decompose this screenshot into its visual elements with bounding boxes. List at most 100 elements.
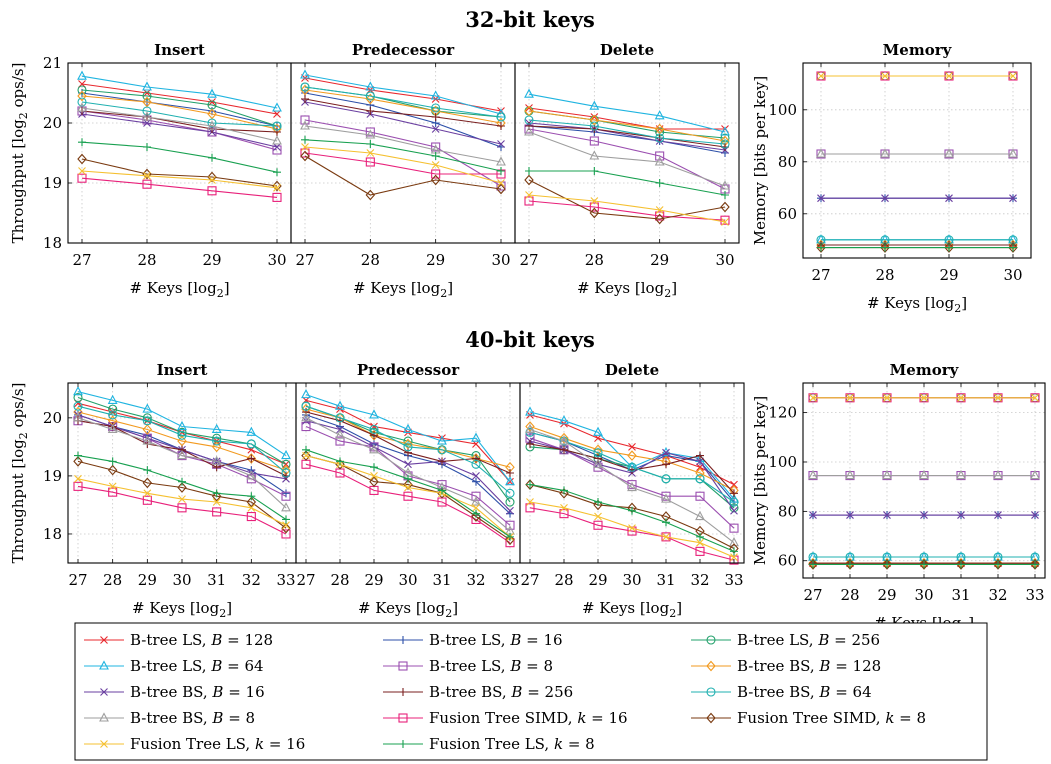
series-line — [304, 98, 502, 127]
data-point — [506, 532, 514, 541]
data-point — [300, 69, 310, 79]
data-point — [281, 468, 291, 478]
data-point — [211, 441, 222, 453]
data-point — [108, 487, 118, 497]
data-point — [730, 480, 738, 489]
data-point — [282, 515, 290, 524]
data-point — [590, 167, 599, 175]
data-point — [593, 520, 603, 530]
data-point — [300, 148, 310, 158]
x-tick-label: 29 — [588, 571, 607, 589]
data-point — [143, 466, 152, 475]
series-line — [304, 139, 502, 172]
data-point — [496, 183, 506, 195]
data-point — [437, 445, 447, 455]
panel-40-bit-keys-predecessor: 27 28 29 30 31 32 33 Predecessor # Keys [log2] — [295, 361, 521, 620]
data-point — [281, 502, 291, 512]
data-point — [721, 191, 729, 199]
data-point — [430, 90, 441, 100]
data-point — [370, 463, 378, 472]
data-point — [497, 179, 505, 187]
legend-marker — [399, 740, 407, 748]
data-point — [627, 526, 637, 536]
data-point — [846, 511, 854, 519]
data-point — [560, 486, 568, 495]
data-point — [1031, 511, 1039, 519]
data-point — [208, 153, 216, 162]
data-point — [881, 194, 889, 203]
data-point — [524, 174, 534, 186]
data-point — [78, 138, 86, 147]
data-point — [496, 156, 506, 166]
data-point — [881, 243, 889, 252]
data-point — [696, 538, 704, 547]
data-point — [471, 432, 481, 442]
y-tick-label: 100 — [768, 453, 797, 471]
data-point — [177, 503, 187, 513]
data-point — [142, 495, 152, 505]
legend-label: B-tree LS, B = 64 — [130, 657, 264, 675]
data-point — [695, 474, 705, 484]
data-point — [497, 140, 505, 148]
legend-label: B-tree LS, B = 16 — [429, 631, 563, 649]
data-point — [73, 406, 83, 418]
data-point — [431, 169, 441, 179]
x-tick-label: 30 — [398, 571, 417, 589]
legend-marker — [100, 636, 108, 644]
series-b-tree-bs-b-8 — [816, 148, 1018, 158]
series-line — [81, 110, 278, 151]
panel-title: Predecessor — [357, 361, 460, 379]
data-point — [73, 456, 83, 467]
data-point — [73, 481, 83, 491]
data-point — [1009, 243, 1017, 252]
data-point — [143, 171, 151, 180]
data-point — [177, 482, 187, 493]
series-group — [300, 69, 506, 201]
series-line — [528, 125, 726, 154]
legend-item-b-tree-ls-b-64: B-tree LS, B = 64 — [84, 657, 264, 675]
series-b-tree-bs-b-64 — [524, 115, 730, 149]
series-line — [528, 200, 726, 221]
series-fusion-tree-simd-k-8 — [300, 150, 506, 201]
legend-label: B-tree BS, B = 128 — [737, 657, 881, 675]
data-point — [302, 445, 310, 454]
series-line — [81, 89, 278, 127]
legend-marker — [399, 688, 407, 696]
legend-marker — [706, 687, 716, 697]
data-point — [627, 450, 637, 461]
data-point — [1030, 559, 1040, 570]
data-point — [142, 179, 152, 189]
data-point — [994, 393, 1002, 402]
series-line — [528, 122, 726, 151]
data-point — [497, 122, 505, 130]
data-point — [77, 70, 87, 80]
data-point — [809, 560, 817, 569]
data-point — [370, 472, 378, 480]
data-point — [845, 469, 855, 480]
series-b-tree-bs-b-128 — [300, 84, 506, 129]
data-point — [438, 457, 446, 466]
series-b-tree-bs-b-8 — [300, 120, 506, 166]
data-point — [628, 506, 636, 515]
data-point — [73, 401, 83, 411]
data-point — [846, 393, 854, 402]
data-point — [882, 469, 892, 480]
series-b-tree-bs-b-16 — [809, 511, 1039, 519]
data-point — [273, 110, 281, 118]
data-point — [369, 409, 379, 419]
data-point — [370, 431, 378, 440]
data-point — [589, 207, 600, 219]
data-point — [207, 88, 217, 98]
data-point — [720, 133, 730, 143]
data-point — [336, 425, 344, 434]
data-point — [593, 499, 603, 511]
data-point — [281, 491, 291, 501]
x-tick-label: 30 — [622, 571, 641, 589]
legend-marker — [99, 712, 109, 722]
series-line — [528, 107, 725, 130]
data-point — [559, 435, 569, 445]
data-point — [472, 472, 480, 480]
data-point — [207, 171, 217, 183]
plot-frame — [67, 62, 292, 244]
